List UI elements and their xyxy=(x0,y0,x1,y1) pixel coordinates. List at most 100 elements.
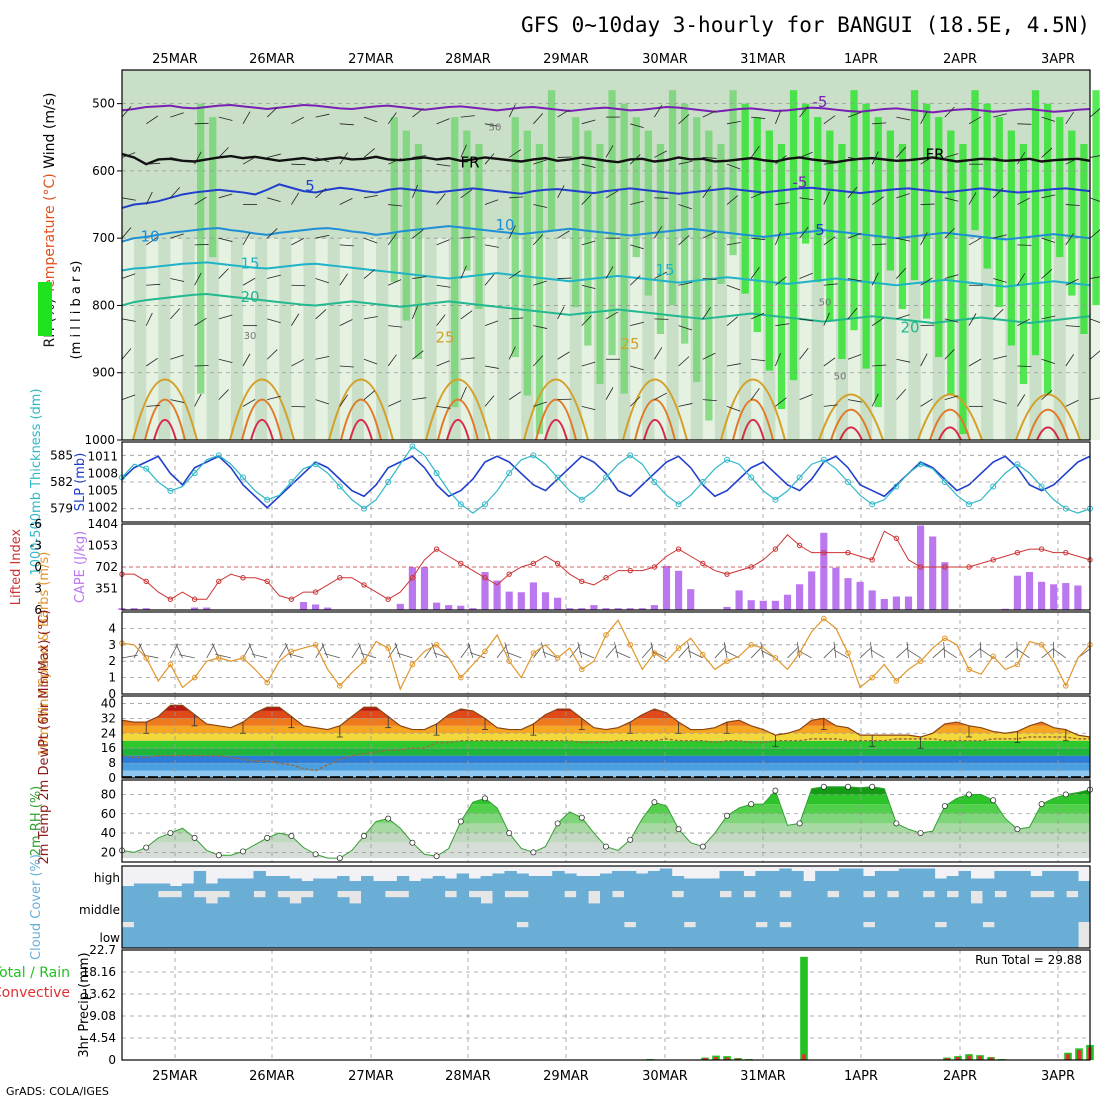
wind-barb xyxy=(242,277,256,286)
wind-barb xyxy=(654,271,667,279)
wind-barb xyxy=(557,185,565,199)
cloud-cover-bar xyxy=(1054,922,1067,948)
wind-barb xyxy=(678,160,693,165)
wind-barb xyxy=(484,199,499,205)
cape-bar xyxy=(868,590,876,610)
wind-barb xyxy=(871,151,879,165)
cloud-cover-bar xyxy=(611,897,625,922)
isotherm-label: 50 xyxy=(834,371,847,382)
wind10-barb xyxy=(569,645,581,659)
wind-barb xyxy=(266,107,278,118)
thickness-marker xyxy=(603,474,609,481)
wind-barb xyxy=(412,108,424,118)
wind10-barb xyxy=(175,643,183,659)
wind-barb xyxy=(823,115,836,125)
li-tick-label: 0 xyxy=(34,560,42,574)
rh-moist-column xyxy=(838,144,846,359)
rh-dry-column xyxy=(969,238,982,440)
cloud-cover-bar xyxy=(719,922,732,948)
wind-barb xyxy=(630,123,644,129)
wind-barb xyxy=(605,311,619,320)
cloud-cover-bar xyxy=(600,873,613,891)
wind10-barb xyxy=(397,652,413,659)
wind10-marker xyxy=(1038,642,1045,648)
wind-barb xyxy=(315,234,330,239)
cloud-cover-bar xyxy=(910,868,924,891)
wind-barb xyxy=(1089,276,1100,279)
cloud-cover-bar xyxy=(982,927,995,948)
wind-barb xyxy=(363,316,378,320)
wind-barb xyxy=(1065,325,1080,328)
bottom-date-label: 31MAR xyxy=(740,1069,786,1084)
wind10-marker xyxy=(385,645,392,651)
thickness-marker xyxy=(554,474,561,481)
wind-barb xyxy=(315,309,327,320)
rh2m-marker xyxy=(990,797,997,804)
cloud-panel-frame xyxy=(121,865,1091,949)
slp-tick-label: 1005 xyxy=(87,484,118,498)
wind-barb xyxy=(557,306,565,320)
isotherm-25-lobe xyxy=(720,378,786,441)
wind-barb xyxy=(145,357,159,367)
cloud-cover-bar xyxy=(1078,881,1091,891)
cloud-cover-bar xyxy=(815,891,828,922)
wind-barb xyxy=(363,269,375,279)
thickness-marker xyxy=(482,501,488,508)
wind-barb xyxy=(702,231,716,239)
li-cape-panel: -6 -3 0 3 6 1404 1053 702 351 Lifted Index CAPE (J… xyxy=(9,517,1093,617)
rh-moist-column xyxy=(765,130,773,371)
rh2m-marker xyxy=(312,851,319,858)
wind10-barb xyxy=(1052,648,1067,659)
wind-barb xyxy=(145,312,153,326)
wind-barb xyxy=(145,236,159,246)
cloud-cover-bar xyxy=(970,903,983,922)
wind10-tick-label: 2 xyxy=(108,654,116,668)
wind-barb xyxy=(847,157,862,161)
top-date-label: 26MAR xyxy=(249,52,295,67)
wind-barb xyxy=(291,116,304,125)
wind-barb xyxy=(533,401,547,407)
lifted-index-marker xyxy=(433,546,440,552)
wind-barb xyxy=(823,312,830,326)
wind-barb xyxy=(484,365,499,369)
cloud-cover-bar xyxy=(492,873,505,891)
wind-barb xyxy=(267,318,281,324)
wind-barb xyxy=(678,235,690,246)
thickness-marker xyxy=(143,465,150,472)
thickness-marker xyxy=(748,474,755,481)
cape-tick-label: 702 xyxy=(95,560,118,574)
wind10-barb xyxy=(943,648,958,659)
wind-barb xyxy=(218,389,229,400)
wind-barb xyxy=(363,116,378,123)
wind-barb xyxy=(871,393,879,407)
wind10-barb xyxy=(1016,641,1018,658)
wind-barb xyxy=(388,158,402,165)
rh-moist-column xyxy=(898,144,907,309)
wind10-tick-label: 3 xyxy=(108,638,116,652)
cloud-cover-bar xyxy=(588,922,601,948)
cloud-cover-bar xyxy=(934,878,948,891)
precip-convective-bar xyxy=(802,1054,806,1060)
li-tick-label: -3 xyxy=(30,539,42,553)
rh2m-marker xyxy=(482,795,488,802)
cloud-cover-bar xyxy=(635,922,649,948)
wind10-marker xyxy=(167,661,174,668)
cloud-cover-bar xyxy=(444,878,458,891)
wind10-barb xyxy=(614,642,619,659)
wind10-barb xyxy=(278,643,288,659)
isotherm-label: 10 xyxy=(495,216,514,234)
wind-barb xyxy=(508,270,522,279)
rh2m-marker xyxy=(336,855,343,862)
wind-barb xyxy=(339,123,354,126)
rh2m-marker xyxy=(724,812,730,819)
isotherm-25-lobe xyxy=(132,378,198,441)
lifted-index-marker xyxy=(1038,546,1045,552)
wind-barb xyxy=(339,273,348,286)
rh2m-tick-label: 60 xyxy=(101,807,116,821)
wind10-barb xyxy=(460,644,471,659)
cape-bar xyxy=(808,571,816,610)
wind10-barb xyxy=(968,647,982,659)
rh-moist-column xyxy=(197,103,205,394)
isotherm-35-lobe xyxy=(938,426,962,441)
